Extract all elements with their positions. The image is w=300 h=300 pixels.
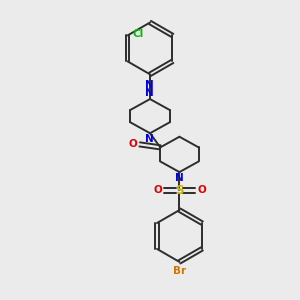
Text: O: O	[197, 185, 206, 195]
Text: O: O	[153, 185, 162, 195]
Text: O: O	[129, 139, 137, 149]
Text: N: N	[175, 173, 184, 183]
Text: Br: Br	[173, 266, 186, 276]
Text: N: N	[145, 88, 154, 98]
Text: S: S	[175, 184, 184, 197]
Text: N: N	[145, 134, 154, 144]
Text: Cl: Cl	[133, 29, 144, 39]
Text: N: N	[145, 80, 154, 90]
